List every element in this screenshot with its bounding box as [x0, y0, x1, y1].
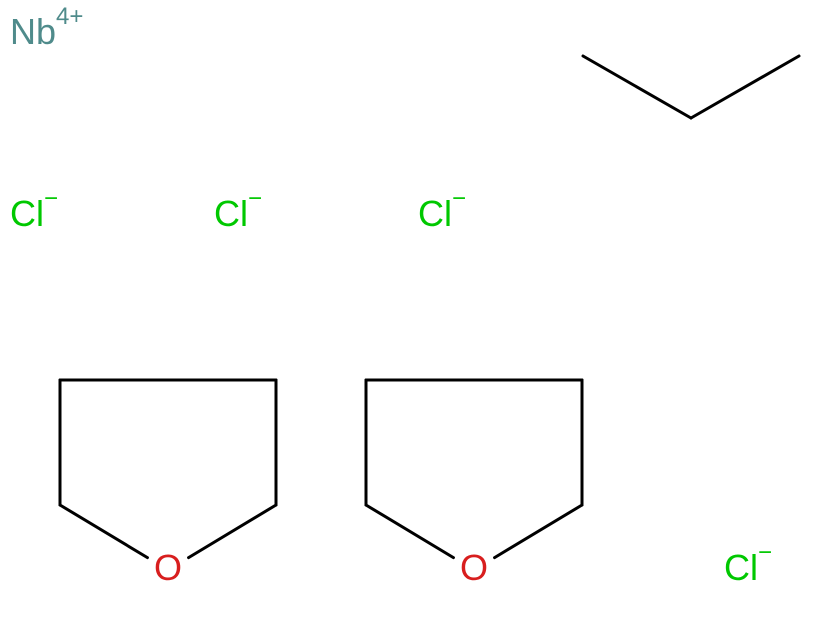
- atom-label-cl2: Cl−: [214, 185, 262, 233]
- bond: [495, 505, 582, 558]
- atom-label-o2: O: [460, 547, 488, 588]
- bond: [583, 56, 691, 118]
- atom-label-cl4: Cl−: [724, 539, 772, 587]
- atom-label-cl1: Cl−: [10, 185, 58, 233]
- atom-label-cl3: Cl−: [418, 185, 466, 233]
- bond: [691, 56, 799, 118]
- bond: [189, 505, 276, 558]
- atom-label-nb: Nb4+: [10, 3, 83, 51]
- atom-label-o1: O: [154, 547, 182, 588]
- bond: [366, 505, 453, 558]
- bond: [60, 505, 147, 558]
